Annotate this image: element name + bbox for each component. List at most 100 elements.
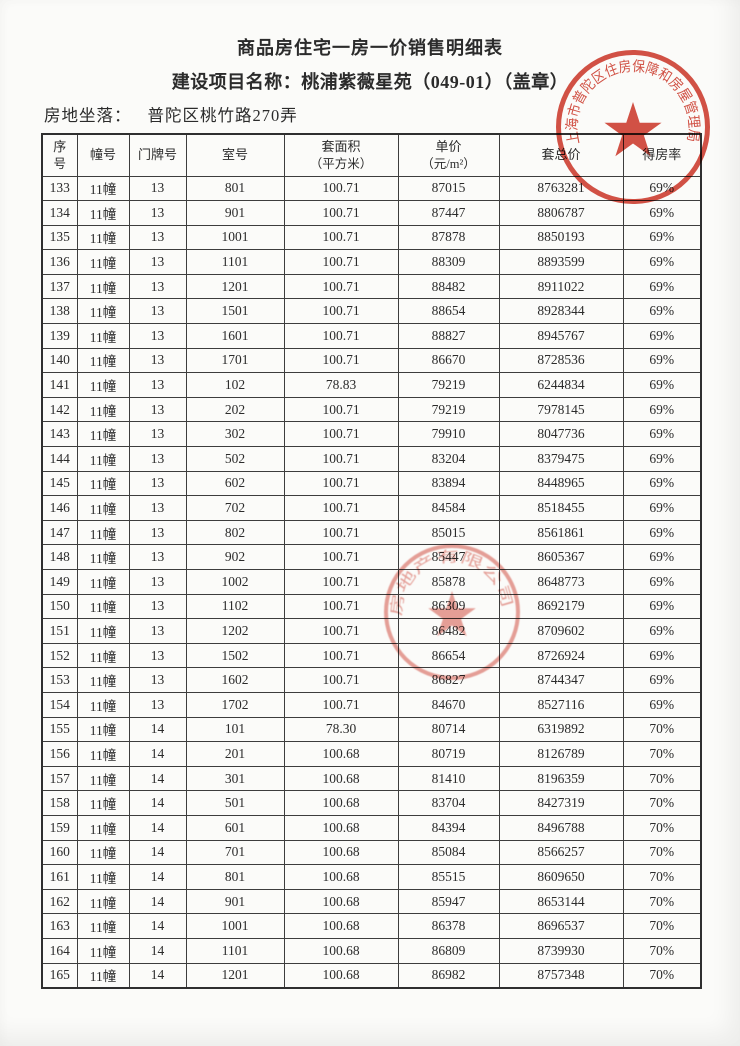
cell-building: 11幢 xyxy=(76,298,130,325)
cell-unit-price: 86482 xyxy=(397,618,500,644)
cell-serial: 159 xyxy=(41,814,78,841)
col-header-area: 套面积 （平方米） xyxy=(283,133,399,177)
cell-building: 11幢 xyxy=(76,667,130,693)
cell-area: 100.71 xyxy=(283,421,399,448)
cell-efficiency: 69% xyxy=(622,544,702,570)
cell-building: 11幢 xyxy=(76,642,130,669)
cell-building: 11幢 xyxy=(76,864,130,890)
cell-unit-price: 86827 xyxy=(397,667,500,693)
cell-total-price: 8945767 xyxy=(498,323,624,349)
cell-area: 100.71 xyxy=(283,544,399,570)
cell-building: 11幢 xyxy=(76,249,130,275)
cell-efficiency: 70% xyxy=(622,888,702,915)
seal-note: （盖章） xyxy=(503,72,569,92)
col-header-door-no: 门牌号 xyxy=(128,133,187,177)
cell-unit-price: 80714 xyxy=(397,716,500,743)
cell-efficiency: 70% xyxy=(622,839,702,866)
cell-area: 100.68 xyxy=(283,962,399,989)
table-row: 137 11幢 13 1201 100.71 88482 8911022 69% xyxy=(41,273,702,300)
cell-efficiency: 70% xyxy=(622,790,702,816)
table-row: 162 11幢 14 901 100.68 85947 8653144 70% xyxy=(41,888,702,915)
cell-efficiency: 70% xyxy=(622,864,702,890)
cell-area: 100.71 xyxy=(283,691,399,718)
cell-total-price: 8696537 xyxy=(498,913,624,939)
cell-efficiency: 70% xyxy=(622,716,702,743)
cell-serial: 139 xyxy=(41,323,78,349)
cell-area: 100.71 xyxy=(283,446,399,472)
cell-efficiency: 70% xyxy=(622,814,702,841)
cell-building: 11幢 xyxy=(76,814,130,841)
cell-building: 11幢 xyxy=(76,765,130,792)
table-row: 165 11幢 14 1201 100.68 86982 8757348 70% xyxy=(41,962,702,989)
cell-efficiency: 70% xyxy=(622,962,702,989)
cell-room: 1102 xyxy=(185,593,285,620)
cell-room: 801 xyxy=(185,864,285,890)
cell-unit-price: 88654 xyxy=(397,298,500,325)
cell-area: 100.68 xyxy=(283,864,399,890)
cell-door-no: 13 xyxy=(128,569,187,595)
cell-room: 1101 xyxy=(185,937,285,964)
cell-total-price: 8427319 xyxy=(498,790,624,816)
cell-building: 11幢 xyxy=(76,839,130,866)
table-row: 142 11幢 13 202 100.71 79219 7978145 69% xyxy=(41,396,702,423)
cell-area: 100.71 xyxy=(283,667,399,693)
cell-unit-price: 85878 xyxy=(397,569,500,595)
cell-total-price: 8196359 xyxy=(498,765,624,792)
cell-total-price: 8726924 xyxy=(498,642,624,669)
cell-room: 602 xyxy=(185,470,285,497)
cell-area: 100.71 xyxy=(283,175,399,202)
col-header-building: 幢号 xyxy=(76,133,130,177)
cell-building: 11幢 xyxy=(76,200,130,226)
cell-area: 100.71 xyxy=(283,224,399,251)
cell-building: 11幢 xyxy=(76,691,130,718)
cell-serial: 164 xyxy=(41,937,78,964)
cell-total-price: 8850193 xyxy=(498,224,624,251)
cell-efficiency: 70% xyxy=(622,765,702,792)
table-row: 152 11幢 13 1502 100.71 86654 8726924 69% xyxy=(41,642,702,669)
page-title: 商品房住宅一房一价销售明细表 xyxy=(237,38,503,58)
cell-room: 301 xyxy=(185,765,285,792)
cell-unit-price: 87878 xyxy=(397,224,500,251)
cell-serial: 146 xyxy=(41,495,78,521)
cell-unit-price: 81410 xyxy=(397,765,500,792)
cell-serial: 161 xyxy=(41,864,78,890)
table-row: 138 11幢 13 1501 100.71 88654 8928344 69% xyxy=(41,298,702,325)
cell-serial: 152 xyxy=(41,642,78,669)
cell-total-price: 8047736 xyxy=(498,421,624,448)
cell-total-price: 8709602 xyxy=(498,618,624,644)
cell-area: 100.68 xyxy=(283,913,399,939)
cell-door-no: 14 xyxy=(128,741,187,767)
cell-room: 102 xyxy=(185,372,285,398)
cell-room: 901 xyxy=(185,200,285,226)
col-header-serial: 序号 xyxy=(41,133,78,177)
cell-area: 100.71 xyxy=(283,618,399,644)
table-row: 143 11幢 13 302 100.71 79910 8047736 69% xyxy=(41,421,702,448)
cell-building: 11幢 xyxy=(76,323,130,349)
cell-serial: 147 xyxy=(41,519,78,546)
cell-area: 100.71 xyxy=(283,593,399,620)
cell-area: 100.71 xyxy=(283,495,399,521)
table-row: 164 11幢 14 1101 100.68 86809 8739930 70% xyxy=(41,937,702,964)
project-name-label: 建设项目名称： xyxy=(171,72,302,92)
cell-building: 11幢 xyxy=(76,593,130,620)
cell-unit-price: 85084 xyxy=(397,839,500,866)
cell-room: 701 xyxy=(185,839,285,866)
cell-building: 11幢 xyxy=(76,913,130,939)
cell-total-price: 8448965 xyxy=(498,470,624,497)
cell-area: 100.71 xyxy=(283,200,399,226)
cell-efficiency: 69% xyxy=(622,175,702,202)
cell-building: 11幢 xyxy=(76,790,130,816)
property-location-line: 房地坐落： 普陀区桃竹路270弄 xyxy=(44,102,298,126)
cell-door-no: 13 xyxy=(128,495,187,521)
cell-unit-price: 88827 xyxy=(397,323,500,349)
cell-building: 11幢 xyxy=(76,618,130,644)
cell-total-price: 8653144 xyxy=(498,888,624,915)
cell-room: 201 xyxy=(185,741,285,767)
cell-area: 100.71 xyxy=(283,273,399,300)
cell-serial: 162 xyxy=(41,888,78,915)
cell-total-price: 8806787 xyxy=(498,200,624,226)
location-value: 普陀区桃竹路270弄 xyxy=(147,106,298,125)
table-row: 156 11幢 14 201 100.68 80719 8126789 70% xyxy=(41,741,702,767)
cell-door-no: 14 xyxy=(128,913,187,939)
